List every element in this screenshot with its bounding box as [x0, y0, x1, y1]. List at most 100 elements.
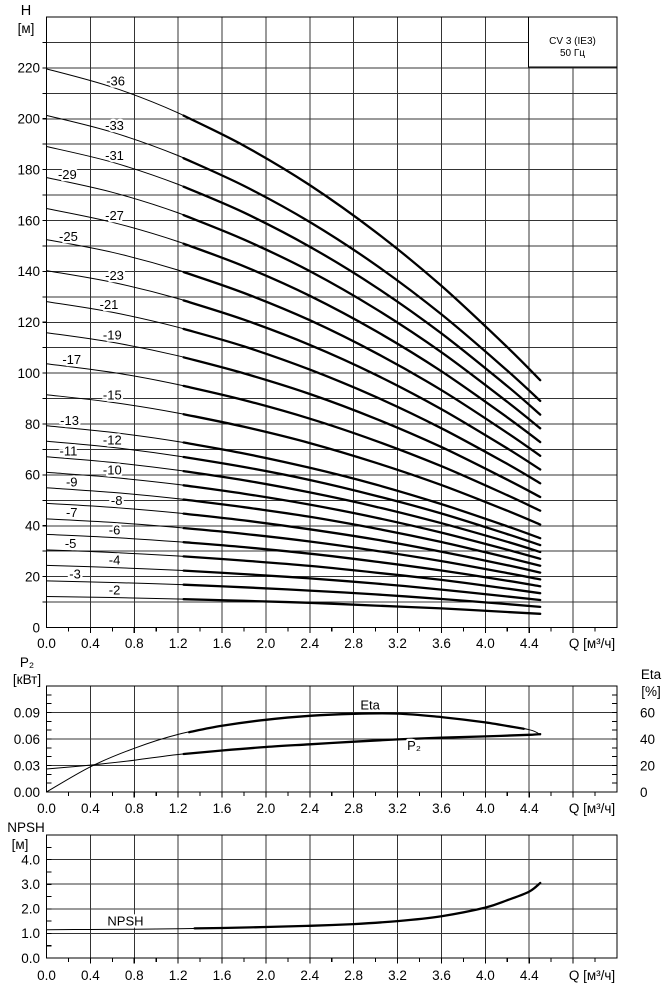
x-tick-label: 2.8: [344, 636, 363, 651]
x-tick-label: 0.0: [37, 968, 56, 983]
y-tick-label: 120: [17, 315, 40, 330]
pump-curve-bold--31: [182, 185, 542, 416]
y-tick-label: 80: [25, 417, 40, 432]
x-tick-label: 0.4: [81, 968, 100, 983]
npsh-chart: 0.0 0.4 0.8 1.2 1.6 2.0 2.4 2.8 3.2 3.6 4.0 4.4 0.0 1…: [21, 834, 618, 983]
curve-label--7: -7: [66, 505, 78, 520]
x-tick-label: 1.6: [213, 801, 232, 816]
pump-curve-bold--11: [182, 469, 542, 554]
eta-y-axis-unit: [%]: [641, 684, 661, 699]
x-tick-label: 2.8: [344, 801, 363, 816]
power-y-axis-unit: [кВт]: [13, 672, 41, 687]
pump-curve-bold--23: [182, 299, 542, 471]
npsh-y-axis-title: NPSH: [7, 820, 45, 835]
y-tick-label: 0: [32, 620, 40, 635]
power-x-axis-title: Q [м³/ч]: [569, 801, 615, 816]
x-tick-label: 2.0: [257, 801, 276, 816]
curve-label--25: -25: [59, 229, 78, 244]
pump-curve-bold--12: [182, 455, 542, 547]
x-tick-label: 2.4: [300, 968, 319, 983]
curve-label-Eta: Eta: [360, 698, 380, 713]
pump-curve-bold--17: [182, 384, 542, 512]
power-efficiency-chart: 0.0 0.4 0.8 1.2 1.6 2.0 2.4 2.8 3.2 3.6 4.0 4.4 0.00…: [14, 685, 655, 816]
pump-curve-bold--9: [182, 498, 542, 567]
pump-model-label: CV 3 (IE3): [549, 36, 596, 47]
pump-type-box-frame: [527, 16, 618, 68]
x-tick-label: 0.4: [81, 801, 100, 816]
x-tick-label: 2.0: [257, 968, 276, 983]
pump-curve-bold--8: [182, 512, 542, 574]
x-tick-label: 4.0: [476, 801, 495, 816]
pump-curve-bold--36: [182, 114, 542, 382]
y-tick-label: 1.0: [21, 926, 40, 941]
pump-curve-Eta: [46, 712, 541, 793]
curve-label--17: -17: [62, 352, 81, 367]
curve-label--3: -3: [69, 567, 81, 582]
x-tick-label: 3.2: [388, 636, 407, 651]
pump-curve-bold--4: [182, 569, 542, 602]
right-y-tick-label: 60: [640, 705, 655, 720]
y-tick-label: 2.0: [21, 902, 40, 917]
y-tick-label: 200: [17, 112, 40, 127]
y-tick-label: 220: [17, 61, 40, 76]
y-tick-label: 140: [17, 264, 40, 279]
y-tick-label: 100: [17, 366, 40, 381]
y-tick-label: 4.0: [21, 852, 40, 867]
chart-border: [45, 16, 618, 629]
right-y-tick-label: 20: [640, 758, 655, 773]
curve-label--15: -15: [103, 387, 122, 402]
pump-curve-bold-NPSH: [193, 881, 542, 930]
pump-curve-bold--19: [182, 356, 542, 499]
right-y-tick-label: 40: [640, 732, 655, 747]
pump-curve-bold--25: [182, 270, 542, 457]
x-tick-label: 3.6: [432, 636, 451, 651]
pump-curve--10: [46, 471, 541, 560]
eta-y-axis-title: Eta: [641, 667, 662, 682]
chart-border: [45, 685, 618, 793]
pump-curve-bold--21: [182, 327, 542, 485]
npsh-y-axis-unit: [м]: [12, 837, 29, 852]
curve-label--31: -31: [105, 148, 124, 163]
x-tick-label: 4.0: [476, 968, 495, 983]
curve-label--33: -33: [105, 118, 124, 133]
pump-curve-bold--27: [182, 242, 542, 444]
curve-label--5: -5: [65, 536, 77, 551]
head-chart: 0.0 0.4 0.8 1.2 1.6 2.0 2.4 2.8 3.2 3.6 4.0 4.4 0 20 4…: [17, 16, 618, 651]
x-tick-label: 2.0: [257, 636, 276, 651]
curve-label--19: -19: [103, 327, 122, 342]
curve-label--21: -21: [100, 297, 119, 312]
curve-label--6: -6: [109, 523, 121, 538]
curve-label--11: -11: [60, 444, 78, 459]
pump-curve-bold--10: [182, 484, 542, 560]
pump-curve-bold-Eta: [187, 712, 525, 734]
pump-curve-bold--6: [182, 541, 542, 588]
y-tick-label: 0.09: [14, 705, 40, 720]
pump-curve-bold--7: [182, 526, 542, 581]
y-tick-label: 0.06: [14, 732, 40, 747]
x-tick-label: 3.6: [432, 968, 451, 983]
npsh-x-axis-title: Q [м³/ч]: [569, 968, 615, 983]
curve-label-NPSH: NPSH: [107, 913, 143, 928]
x-tick-label: 1.2: [169, 801, 188, 816]
pump-curve-bold--13: [182, 441, 542, 540]
x-tick-label: 3.2: [388, 968, 407, 983]
x-tick-label: 4.4: [520, 968, 539, 983]
pump-curve-bold--29: [182, 213, 542, 430]
x-tick-label: 3.6: [432, 801, 451, 816]
curve-label--29: -29: [58, 167, 77, 182]
x-tick-label: 0.8: [125, 968, 144, 983]
x-tick-label: 0.4: [81, 636, 100, 651]
curve-label--13: -13: [60, 413, 79, 428]
curve-label--9: -9: [66, 475, 78, 490]
x-tick-label: 2.4: [300, 636, 319, 651]
curve-label--12: -12: [103, 432, 122, 447]
power-y-axis-title: P₂: [20, 655, 34, 670]
y-tick-label: 40: [25, 519, 40, 534]
x-tick-label: 1.2: [169, 968, 188, 983]
x-tick-label: 3.2: [388, 801, 407, 816]
pump-curve-bold-P₂: [182, 732, 542, 756]
curve-label--27: -27: [105, 208, 124, 223]
x-tick-label: 4.4: [520, 636, 539, 651]
y-tick-label: 20: [25, 569, 40, 584]
